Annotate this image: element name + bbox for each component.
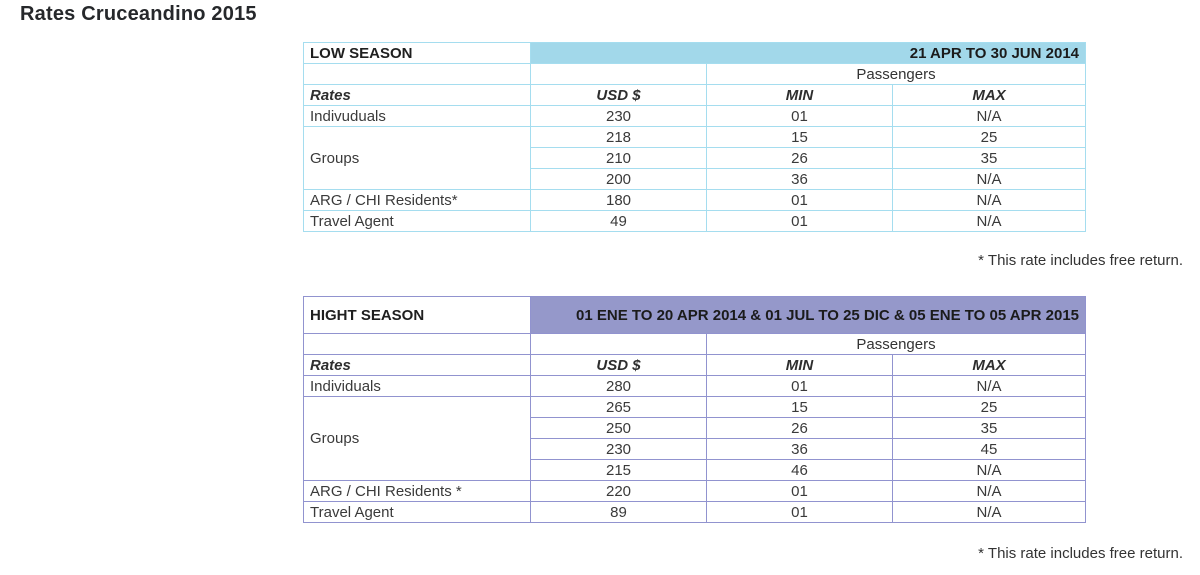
usd-cell: 265 — [530, 396, 707, 418]
usd-cell: 250 — [530, 417, 707, 439]
usd-cell: 220 — [530, 480, 707, 502]
usd-cell: 200 — [530, 168, 707, 190]
usd-cell: 89 — [530, 501, 707, 523]
col-header-usd: USD $ — [530, 354, 707, 376]
max-cell: 25 — [891, 126, 1087, 148]
min-cell: 26 — [706, 147, 893, 169]
max-cell: N/A — [891, 210, 1087, 232]
row-agent-label: Travel Agent — [303, 210, 531, 232]
low-season-dates: 21 APR TO 30 JUN 2014 — [529, 42, 1087, 64]
empty-cell — [530, 333, 707, 355]
table-row: Individuals 280 01 N/A — [303, 375, 1087, 397]
max-cell: N/A — [891, 105, 1087, 127]
max-cell: N/A — [891, 189, 1087, 211]
col-header-max: MAX — [891, 84, 1087, 106]
table-row: Indivuduals 230 01 N/A — [303, 105, 1087, 127]
row-agent-label: Travel Agent — [303, 501, 531, 523]
table-row: Groups 265 15 25 — [303, 396, 1087, 481]
table-row: ARG / CHI Residents * 220 01 N/A — [303, 480, 1087, 502]
min-cell: 26 — [706, 417, 893, 439]
row-groups-label: Groups — [303, 396, 531, 481]
max-cell: 25 — [891, 396, 1087, 418]
min-cell: 01 — [706, 105, 893, 127]
low-season-table: LOW SEASON 21 APR TO 30 JUN 2014 Passeng… — [303, 42, 1087, 232]
max-cell: 35 — [891, 417, 1087, 439]
usd-cell: 215 — [530, 459, 707, 481]
table-row: Passengers — [303, 333, 1087, 355]
low-season-label: LOW SEASON — [303, 42, 531, 64]
row-individuals-label: Individuals — [303, 375, 531, 397]
table-row: Travel Agent 89 01 N/A — [303, 501, 1087, 523]
max-cell: 45 — [891, 438, 1087, 460]
free-return-note: * This rate includes free return. — [978, 252, 1183, 269]
min-cell: 01 — [706, 480, 893, 502]
empty-cell — [303, 63, 531, 85]
empty-cell — [303, 333, 531, 355]
max-cell: N/A — [891, 168, 1087, 190]
max-cell: N/A — [891, 480, 1087, 502]
col-header-rates: Rates — [303, 354, 531, 376]
high-season-label: HIGHT SEASON — [303, 296, 531, 334]
passengers-header: Passengers — [705, 333, 1087, 355]
min-cell: 36 — [706, 168, 893, 190]
col-header-usd: USD $ — [530, 84, 707, 106]
table-row: 230 36 45 — [304, 438, 1087, 460]
min-cell: 15 — [706, 396, 893, 418]
table-row: Groups 218 15 25 — [303, 126, 1087, 190]
min-cell: 01 — [706, 375, 893, 397]
table-row: Rates USD $ MIN MAX — [303, 84, 1087, 106]
usd-cell: 180 — [530, 189, 707, 211]
col-header-min: MIN — [706, 84, 893, 106]
table-row: 210 26 35 — [304, 147, 1087, 169]
max-cell: N/A — [891, 459, 1087, 481]
table-row: LOW SEASON 21 APR TO 30 JUN 2014 — [303, 42, 1087, 64]
row-individuals-label: Indivuduals — [303, 105, 531, 127]
row-residents-label: ARG / CHI Residents * — [303, 480, 531, 502]
row-residents-label: ARG / CHI Residents* — [303, 189, 531, 211]
table-row: Travel Agent 49 01 N/A — [303, 210, 1087, 232]
passengers-header: Passengers — [705, 63, 1087, 85]
min-cell: 01 — [706, 501, 893, 523]
page-title: Rates Cruceandino 2015 — [20, 3, 257, 25]
usd-cell: 218 — [530, 126, 707, 148]
min-cell: 36 — [706, 438, 893, 460]
row-groups-label: Groups — [303, 126, 531, 190]
table-row: HIGHT SEASON 01 ENE TO 20 APR 2014 & 01 … — [303, 296, 1087, 334]
empty-cell — [530, 63, 707, 85]
table-row: ARG / CHI Residents* 180 01 N/A — [303, 189, 1087, 211]
usd-cell: 49 — [530, 210, 707, 232]
max-cell: 35 — [891, 147, 1087, 169]
col-header-rates: Rates — [303, 84, 531, 106]
min-cell: 15 — [706, 126, 893, 148]
high-season-dates: 01 ENE TO 20 APR 2014 & 01 JUL TO 25 DIC… — [529, 296, 1087, 334]
min-cell: 46 — [706, 459, 893, 481]
max-cell: N/A — [891, 375, 1087, 397]
high-season-table: HIGHT SEASON 01 ENE TO 20 APR 2014 & 01 … — [303, 296, 1087, 523]
usd-cell: 280 — [530, 375, 707, 397]
col-header-max: MAX — [891, 354, 1087, 376]
col-header-min: MIN — [706, 354, 893, 376]
min-cell: 01 — [706, 210, 893, 232]
table-row: 215 46 N/A — [304, 459, 1087, 481]
max-cell: N/A — [891, 501, 1087, 523]
min-cell: 01 — [706, 189, 893, 211]
table-row: Passengers — [303, 63, 1087, 85]
free-return-note: * This rate includes free return. — [978, 545, 1183, 562]
table-row: Rates USD $ MIN MAX — [303, 354, 1087, 376]
table-row: 200 36 N/A — [304, 168, 1087, 190]
usd-cell: 230 — [530, 105, 707, 127]
usd-cell: 210 — [530, 147, 707, 169]
usd-cell: 230 — [530, 438, 707, 460]
